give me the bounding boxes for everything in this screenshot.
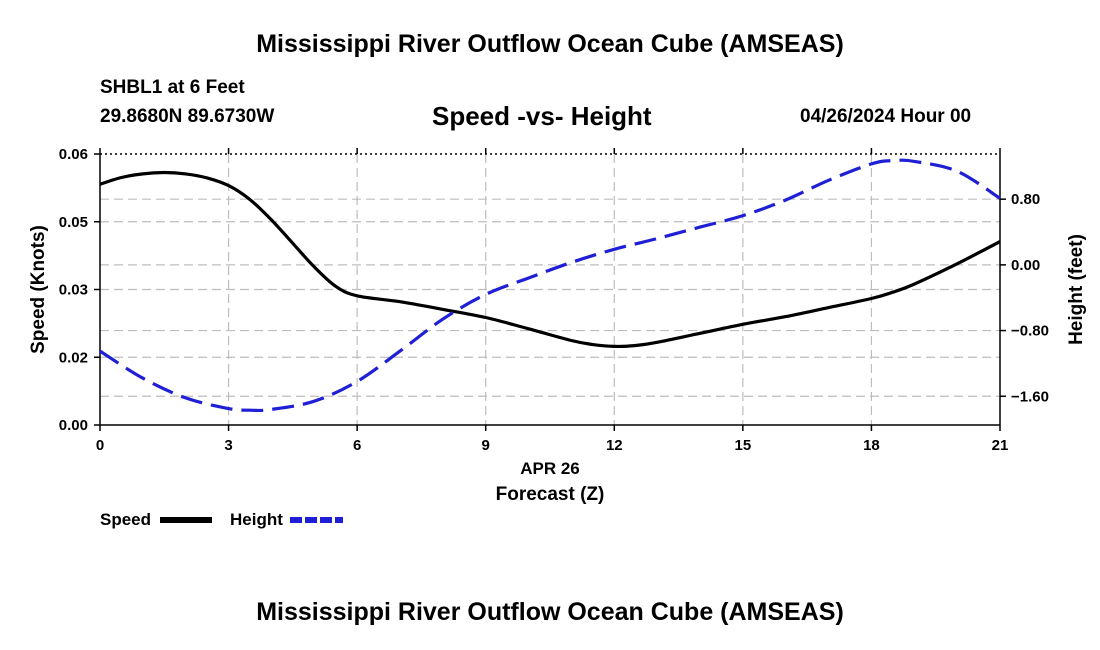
footer-title: Mississippi River Outflow Ocean Cube (AM… [256, 598, 844, 626]
legend-swatches [160, 517, 343, 523]
x-tick-label: 18 [863, 437, 880, 454]
legend-speed-label: Speed [100, 510, 152, 529]
y-tick-label: 0.03 [59, 282, 88, 299]
y2-tick-label: −0.80 [1011, 323, 1049, 340]
x-tick-label: 21 [992, 437, 1009, 454]
x-tick-label: 6 [353, 437, 361, 454]
chart-subtitle: Speed -vs- Height [432, 101, 652, 131]
x-axis-title: Forecast (Z) [496, 484, 605, 505]
chart-title: Mississippi River Outflow Ocean Cube (AM… [256, 30, 844, 58]
y2-tick-label: −1.60 [1011, 388, 1049, 405]
x-tick-label: 15 [735, 437, 752, 454]
x-tick-label: 0 [96, 437, 104, 454]
height-series-line [99, 158, 1001, 413]
x-axis-date-label: APR 26 [520, 459, 580, 478]
y-tick-label: 0.02 [59, 349, 88, 366]
x-tick-label: 12 [606, 437, 623, 454]
speed-series-line [99, 170, 1001, 349]
y2-axis-title: Height (feet) [1066, 234, 1087, 345]
station-coords: 29.8680N 89.6730W [100, 106, 275, 127]
y-tick-label: 0.05 [59, 214, 88, 231]
forecast-datetime: 04/26/2024 Hour 00 [800, 106, 972, 127]
y-axis-title: Speed (Knots) [28, 225, 49, 354]
y-tick-label: 0.00 [59, 417, 88, 434]
y2-tick-label: 0.00 [1011, 257, 1040, 274]
y2-tick-label: 0.80 [1011, 191, 1040, 208]
x-tick-label: 9 [482, 437, 490, 454]
legend-height-label: Height [230, 510, 283, 529]
y-tick-label: 0.06 [59, 146, 88, 163]
station-name: SHBL1 at 6 Feet [100, 77, 245, 98]
x-tick-label: 3 [224, 437, 232, 454]
